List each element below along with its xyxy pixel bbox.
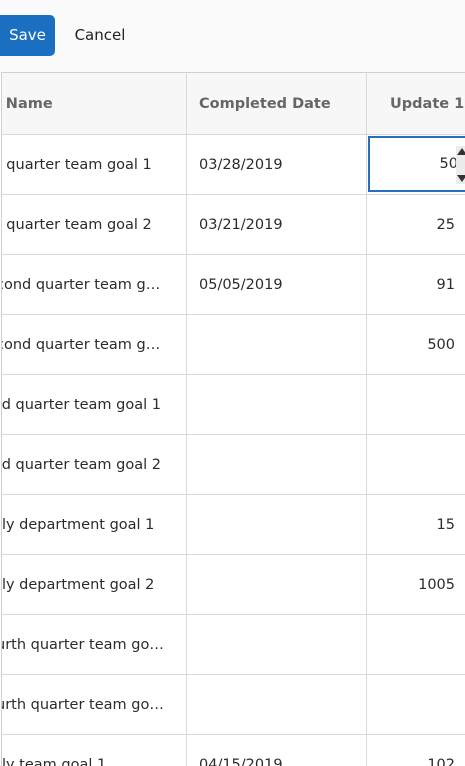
completed-date-cell[interactable]: 03/28/2019 (186, 134, 367, 195)
column-header-completed-date[interactable]: Completed Date (186, 72, 367, 135)
increment-arrow-icon[interactable] (457, 148, 465, 155)
goal-name-text: t quarter team goal 2 (1, 216, 152, 233)
update-1-number-input[interactable]: 50 (368, 136, 465, 192)
update-1-cell[interactable]: 1005 (366, 554, 465, 615)
goal-name-text: rd quarter team goal 1 (1, 396, 162, 413)
goal-name-cell[interactable]: t quarter team goal 2 (1, 194, 187, 255)
decrement-arrow-icon[interactable] (457, 175, 465, 182)
table-row[interactable]: cond quarter team go… 05/05/2019 91 (1, 254, 465, 315)
completed-date-cell[interactable]: 03/21/2019 (186, 194, 367, 255)
goal-name-text: cond quarter team go… (1, 336, 169, 353)
goal-name-cell[interactable]: rly team goal 1 (1, 734, 187, 766)
goal-name-text: cond quarter team go… (1, 276, 169, 293)
update-1-value: 91 (436, 276, 455, 293)
completed-date-cell[interactable] (186, 494, 367, 555)
completed-date-cell[interactable]: 04/15/2019 (186, 734, 367, 766)
update-1-cell[interactable] (366, 674, 465, 735)
goal-name-text: rly team goal 1 (1, 756, 107, 766)
goals-grid: al Name Completed Date Update 1 t quarte… (0, 72, 465, 766)
column-header-update-1[interactable]: Update 1 (366, 72, 465, 135)
update-1-cell[interactable]: 91 (366, 254, 465, 315)
goal-name-cell[interactable]: cond quarter team go… (1, 314, 187, 375)
goal-name-cell[interactable]: rd quarter team goal 2 (1, 434, 187, 495)
update-1-input-value: 50 (439, 156, 458, 172)
goal-name-text: rly department goal 2 (1, 576, 155, 593)
update-1-cell[interactable] (366, 434, 465, 495)
update-1-cell[interactable] (366, 374, 465, 435)
completed-date-cell[interactable] (186, 314, 367, 375)
goal-name-text: urth quarter team goa… (1, 636, 169, 653)
toolbar: Save Cancel (0, 0, 465, 72)
goal-name-cell[interactable]: rly department goal 1 (1, 494, 187, 555)
update-1-value: 15 (436, 516, 455, 533)
goal-name-cell[interactable]: urth quarter team goa… (1, 614, 187, 675)
header-row: al Name Completed Date Update 1 (1, 72, 465, 135)
update-1-cell[interactable]: 50 (366, 134, 465, 195)
update-1-cell[interactable] (366, 614, 465, 675)
table-row[interactable]: cond quarter team go… 500 (1, 314, 465, 375)
goal-name-text: rly department goal 1 (1, 516, 155, 533)
save-button[interactable]: Save (0, 15, 55, 56)
completed-date-cell[interactable] (186, 674, 367, 735)
table-row[interactable]: t quarter team goal 1 03/28/2019 50 (1, 134, 465, 195)
completed-date-cell[interactable]: 05/05/2019 (186, 254, 367, 315)
goal-name-cell[interactable]: rd quarter team goal 1 (1, 374, 187, 435)
goal-name-cell[interactable]: urth quarter team goa… (1, 674, 187, 735)
table-row[interactable]: t quarter team goal 2 03/21/2019 25 (1, 194, 465, 255)
goal-name-cell[interactable]: cond quarter team go… (1, 254, 187, 315)
table-row[interactable]: urth quarter team goa… (1, 614, 465, 675)
completed-date-cell[interactable] (186, 434, 367, 495)
goal-name-text: urth quarter team goa… (1, 696, 169, 713)
update-1-cell[interactable]: 25 (366, 194, 465, 255)
table-row[interactable]: rd quarter team goal 2 (1, 434, 465, 495)
table-row[interactable]: rd quarter team goal 1 (1, 374, 465, 435)
update-1-value: 1005 (418, 576, 455, 593)
goal-name-cell[interactable]: t quarter team goal 1 (1, 134, 187, 195)
table-row[interactable]: rly department goal 2 1005 (1, 554, 465, 615)
table-row[interactable]: rly team goal 1 04/15/2019 102 (1, 734, 465, 766)
completed-date-cell[interactable] (186, 374, 367, 435)
completed-date-cell[interactable] (186, 614, 367, 675)
column-header-goal-name[interactable]: al Name (1, 72, 187, 135)
update-1-value: 500 (427, 336, 455, 353)
update-1-cell[interactable]: 15 (366, 494, 465, 555)
table-row[interactable]: rly department goal 1 15 (1, 494, 465, 555)
completed-date-cell[interactable] (186, 554, 367, 615)
cancel-button[interactable]: Cancel (74, 26, 126, 44)
table-row[interactable]: urth quarter team goa… (1, 674, 465, 735)
update-1-cell[interactable]: 102 (366, 734, 465, 766)
update-1-cell[interactable]: 500 (366, 314, 465, 375)
goal-name-cell[interactable]: rly department goal 2 (1, 554, 187, 615)
update-1-value: 102 (427, 756, 455, 766)
goal-name-text: rd quarter team goal 2 (1, 456, 162, 473)
goals-table: al Name Completed Date Update 1 t quarte… (1, 72, 465, 766)
goal-name-text: t quarter team goal 1 (1, 156, 152, 173)
number-spinner[interactable] (456, 146, 465, 184)
update-1-value: 25 (436, 216, 455, 233)
